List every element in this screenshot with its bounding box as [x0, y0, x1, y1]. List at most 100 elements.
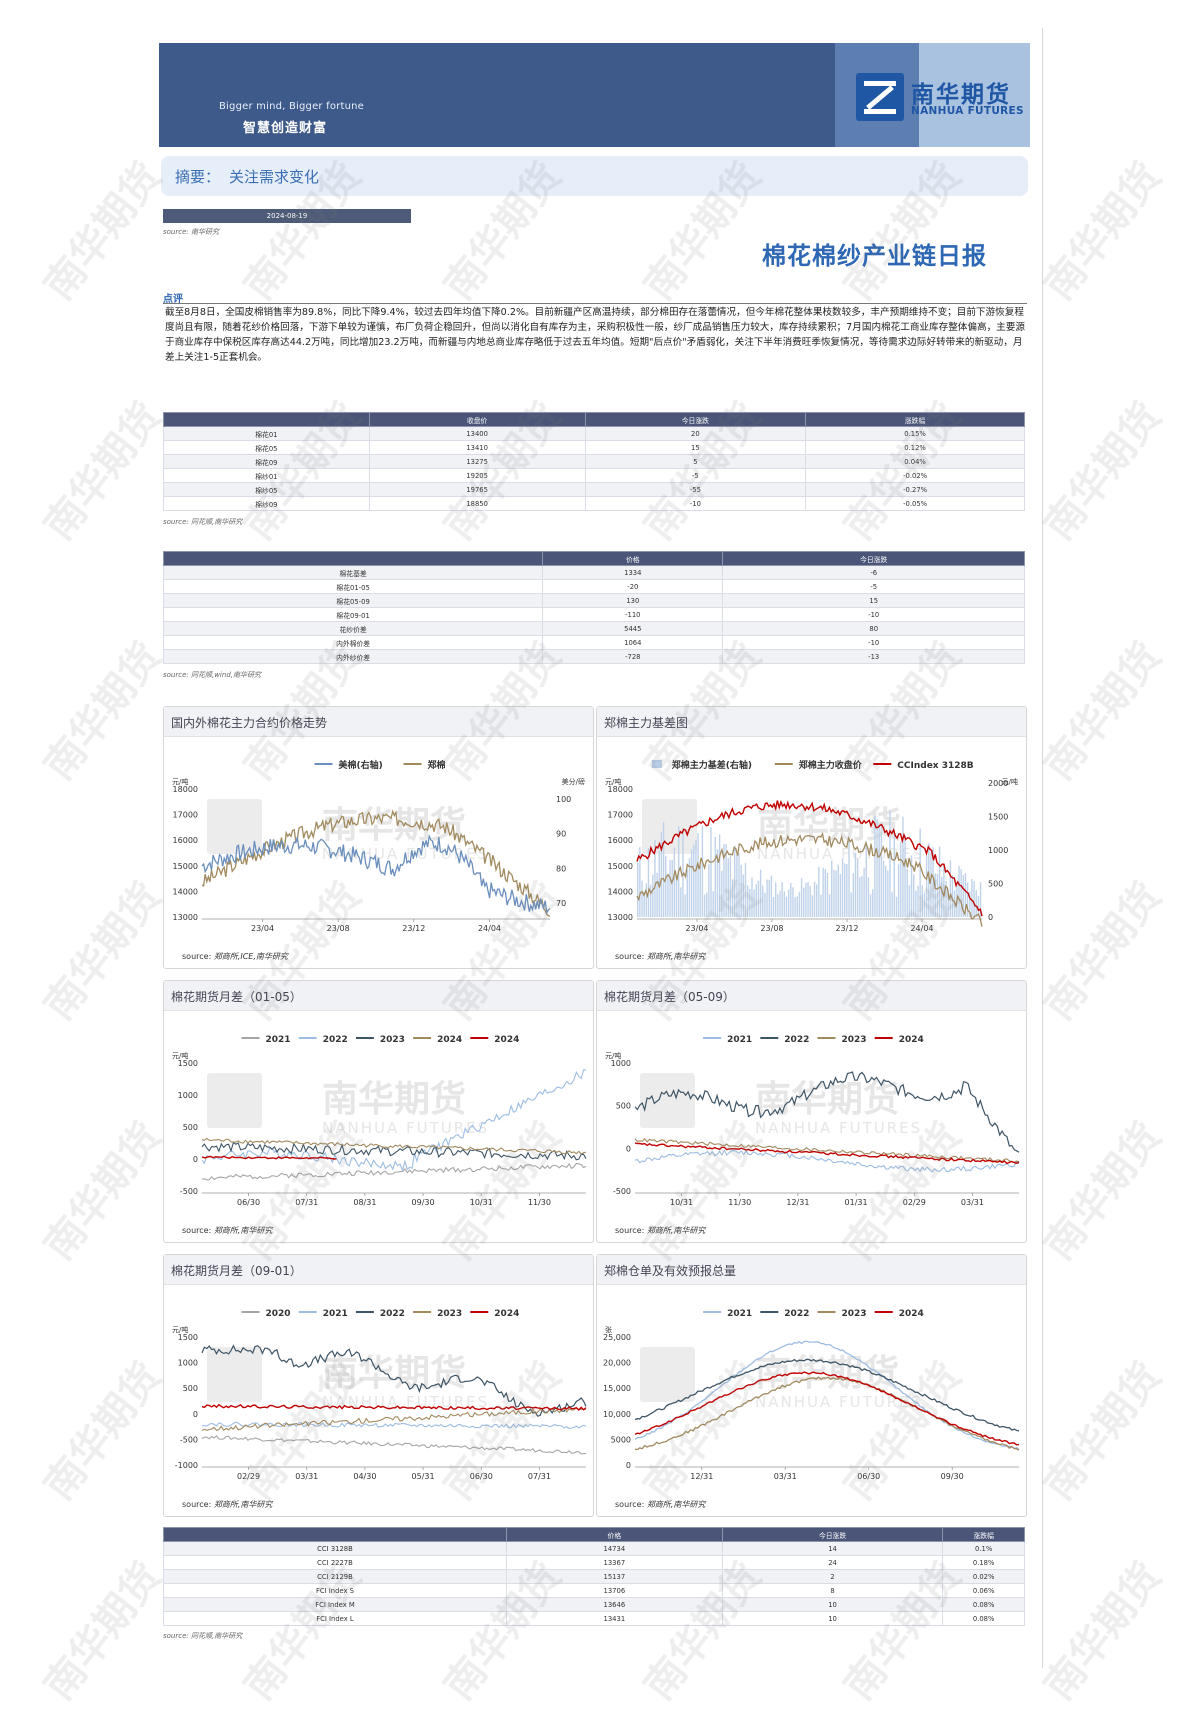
x-tick-label: 23/08 [760, 924, 783, 933]
y-tick-label: 13000 [173, 913, 198, 922]
table-row: CCI 2227B 13367 24 0.18% [163, 1555, 1025, 1570]
chart-title: 棉花期货月差（05-09） [604, 990, 735, 1004]
x-tick-label: 08/31 [353, 1198, 376, 1207]
table1-source: source: 同花顺,南华研究 [163, 518, 243, 526]
table-cell: 18850 [368, 496, 586, 511]
svg-text:2021: 2021 [727, 1035, 752, 1045]
table-cell: 花纱价差 [162, 621, 544, 636]
date-source: source: 南华研究 [163, 228, 219, 236]
series-line-2021 [634, 1149, 1020, 1173]
y-axis-label: 元/吨 [172, 1051, 188, 1060]
table-cell: -13 [722, 649, 1025, 664]
y-tick-label: 14000 [608, 887, 633, 896]
report-title: 棉花棉纱产业链日报 [762, 242, 987, 270]
table-cell: 棉花05 [163, 440, 370, 455]
svg-text:2022: 2022 [784, 1309, 809, 1319]
table-cell: 15 [722, 593, 1025, 608]
chart-panel-c3: 棉花期货月差（01-05） source: 郑商所,南华研究 南华期货 NANHUA … [163, 980, 594, 1243]
x-tick-label: 24/04 [478, 924, 501, 933]
series-line-2023 [201, 1141, 587, 1161]
table-cell: 80 [722, 621, 1025, 636]
legend-item: 2022 [355, 1309, 405, 1319]
y-tick-label: 14000 [173, 887, 198, 896]
legend-item: 2021 [703, 1035, 752, 1045]
table-header-cell: 今日涨跌 [721, 1527, 944, 1542]
x-tick-label: 23/04 [251, 924, 274, 933]
slogan-en: Bigger mind, Bigger fortune [219, 101, 365, 112]
legend-item: 2022 [298, 1035, 348, 1045]
table-cell: -20 [542, 579, 724, 594]
x-tick-label: 12/31 [690, 1472, 713, 1481]
series-line-2021 [201, 1162, 587, 1181]
table-cell: 棉花01-05 [162, 579, 544, 594]
legend-item: 郑棉主力收盘价 [774, 759, 863, 771]
watermark: 南华期货 [1035, 874, 1171, 1029]
table-cell: 1334 [542, 565, 724, 580]
watermark: 南华期货 [1035, 1114, 1171, 1269]
series-line-2022 [634, 1358, 1020, 1432]
y-tick-label: 20,000 [603, 1359, 631, 1368]
table-cell: 13431 [505, 1611, 723, 1626]
table-header-cell: 涨跌幅 [942, 1527, 1025, 1542]
y-tick-label: 18000 [173, 785, 198, 794]
legend-item: 2024 [874, 1035, 924, 1045]
x-tick-label: 06/30 [857, 1472, 880, 1481]
table-row: FCI Index M 13646 10 0.08% [163, 1597, 1025, 1612]
x-tick-label: 04/30 [353, 1472, 376, 1481]
legend-item: 郑棉 [403, 759, 446, 771]
table-cell: -0.02% [805, 468, 1025, 483]
svg-text:NANHUA FUTURES: NANHUA FUTURES [755, 1119, 922, 1137]
watermark: 南华期货 [35, 154, 171, 309]
table-row: 棉花09-01 -110 -10 [162, 607, 1025, 622]
y2-axis-label: 元/吨 [1002, 777, 1018, 786]
legend-item: 2020 [241, 1309, 291, 1319]
comment-label: 点评 [163, 294, 183, 305]
x-tick-label: 03/31 [295, 1472, 318, 1481]
table-cell: 0.15% [805, 426, 1025, 441]
y-tick-label: 1000 [611, 1059, 631, 1068]
table-row: 棉纱05 19765 -55 -0.27% [163, 482, 1025, 497]
table-row: 棉纱01 19205 -5 -0.02% [163, 468, 1025, 483]
logo-mark-icon [856, 73, 904, 121]
series-line-2021 [202, 1421, 587, 1430]
table-cell: 0.02% [942, 1569, 1025, 1584]
y-tick-label: 500 [183, 1123, 198, 1132]
svg-text:2023: 2023 [437, 1309, 462, 1319]
x-tick-label: 10/31 [670, 1198, 693, 1207]
chart-source: source: 郑商所,南华研究 [615, 952, 706, 961]
table-cell: 内外纱价差 [162, 649, 544, 664]
y-tick-label: 16000 [173, 836, 198, 845]
y2-tick-label: 70 [556, 899, 566, 908]
table-cell: 10 [721, 1597, 944, 1612]
comment-text: 截至8月8日，全国皮棉销售率为89.8%，同比下降9.4%，较过去四年均值下降0… [165, 307, 1025, 363]
futures-price-table: 收盘价 今日涨跌 涨跌幅 棉花01 13400 20 0.15% 棉花05 13410 15 0.1… [163, 412, 1025, 511]
watermark: 南华期货 [35, 1554, 171, 1709]
x-tick-label: 24/04 [910, 924, 933, 933]
watermark: 南华期货 [35, 394, 171, 549]
watermark: 南华期货 [35, 874, 171, 1029]
x-tick-label: 10/31 [470, 1198, 493, 1207]
table-header-cell: 价格 [542, 551, 724, 566]
table-row: CCI 2129B 15137 2 0.02% [163, 1569, 1025, 1584]
table-cell: 20 [584, 426, 807, 441]
table-cell: -0.27% [805, 482, 1025, 497]
series-line-2023 [201, 1407, 587, 1431]
summary-box: 摘要： 关注需求变化 [161, 156, 1028, 196]
series-line-cci [636, 799, 983, 917]
y-axis-label: 元/吨 [172, 777, 188, 786]
table-cell: -728 [542, 649, 724, 664]
svg-text:南华期货: 南华期货 [755, 1079, 899, 1120]
table-cell: FCI Index S [163, 1583, 507, 1598]
table-cell: -5 [584, 468, 807, 483]
table-header-cell [163, 412, 370, 427]
svg-text:2024: 2024 [494, 1035, 519, 1045]
table-cell: -10 [722, 635, 1025, 650]
table2-source: source: 同花顺,wind,南华研究 [163, 671, 261, 679]
legend-item: 2021 [298, 1309, 348, 1319]
x-tick-label: 12/31 [786, 1198, 809, 1207]
table-cell: -6 [722, 565, 1025, 580]
legend-item: 2023 [817, 1309, 867, 1319]
y2-tick-label: 1000 [988, 846, 1008, 855]
